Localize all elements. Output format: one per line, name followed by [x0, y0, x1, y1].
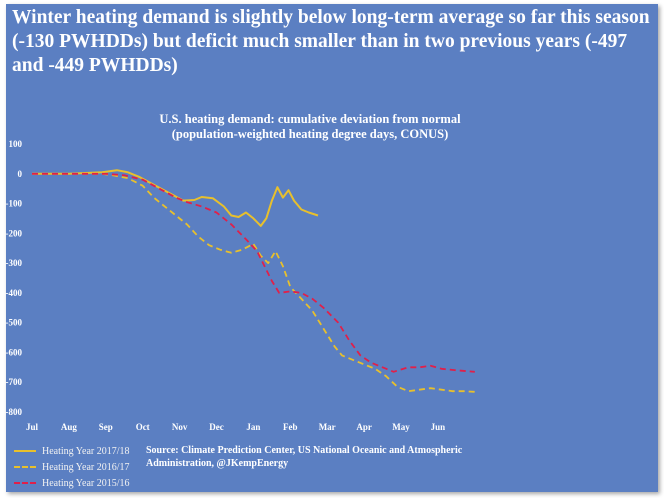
x-tick-label: May [392, 422, 410, 432]
x-tick-label: Aug [61, 422, 78, 432]
series-line-3 [32, 172, 475, 373]
legend-swatch-solid [14, 450, 36, 452]
headline: Winter heating demand is slightly below … [12, 7, 650, 76]
chart-title: U.S. heating demand: cumulative deviatio… [60, 112, 560, 142]
y-tick-label: -500 [6, 318, 23, 328]
y-tick-label: -400 [6, 288, 23, 298]
slide-background [6, 4, 658, 492]
chart-title-line-1: U.S. heating demand: cumulative deviatio… [159, 112, 461, 126]
x-tick-label: Jan [246, 422, 260, 432]
legend-item-2017-18: Heating Year 2017/18 [14, 443, 130, 459]
y-tick-label: 0 [18, 169, 23, 179]
y-tick-label: -300 [6, 258, 23, 268]
y-tick-label: -800 [6, 407, 23, 417]
legend-label: Heating Year 2016/17 [42, 461, 130, 473]
y-tick-label: 100 [9, 139, 23, 149]
series-line-2 [32, 172, 475, 393]
source-note: Source: Climate Prediction Center, US Na… [146, 445, 463, 469]
legend-label: Heating Year 2017/18 [42, 445, 130, 457]
x-tick-label: Nov [172, 422, 188, 432]
legend-swatch-dashed [14, 466, 36, 468]
y-tick-label: -700 [6, 377, 23, 387]
legend: Heating Year 2017/18 Heating Year 2016/1… [14, 443, 130, 491]
series-line-1 [32, 169, 319, 227]
x-tick-label: Apr [356, 422, 372, 432]
x-tick-label: Dec [209, 422, 224, 432]
chart-title-line-2: (population-weighted heating degree days… [171, 127, 449, 141]
x-tick-label: Sep [99, 422, 113, 432]
x-tick-label: Feb [283, 422, 298, 432]
y-tick-label: -600 [6, 347, 23, 357]
y-tick-label: -100 [6, 199, 23, 209]
legend-item-2016-17: Heating Year 2016/17 [14, 459, 130, 475]
y-tick-label: -200 [6, 228, 23, 238]
x-tick-label: Mar [319, 422, 336, 432]
x-tick-label: Jun [431, 422, 446, 432]
legend-swatch-dashed [14, 482, 36, 484]
x-tick-label: Jul [26, 422, 39, 432]
x-tick-label: Oct [136, 422, 150, 432]
legend-label: Heating Year 2015/16 [42, 477, 130, 489]
legend-item-2015-16: Heating Year 2015/16 [14, 475, 130, 491]
